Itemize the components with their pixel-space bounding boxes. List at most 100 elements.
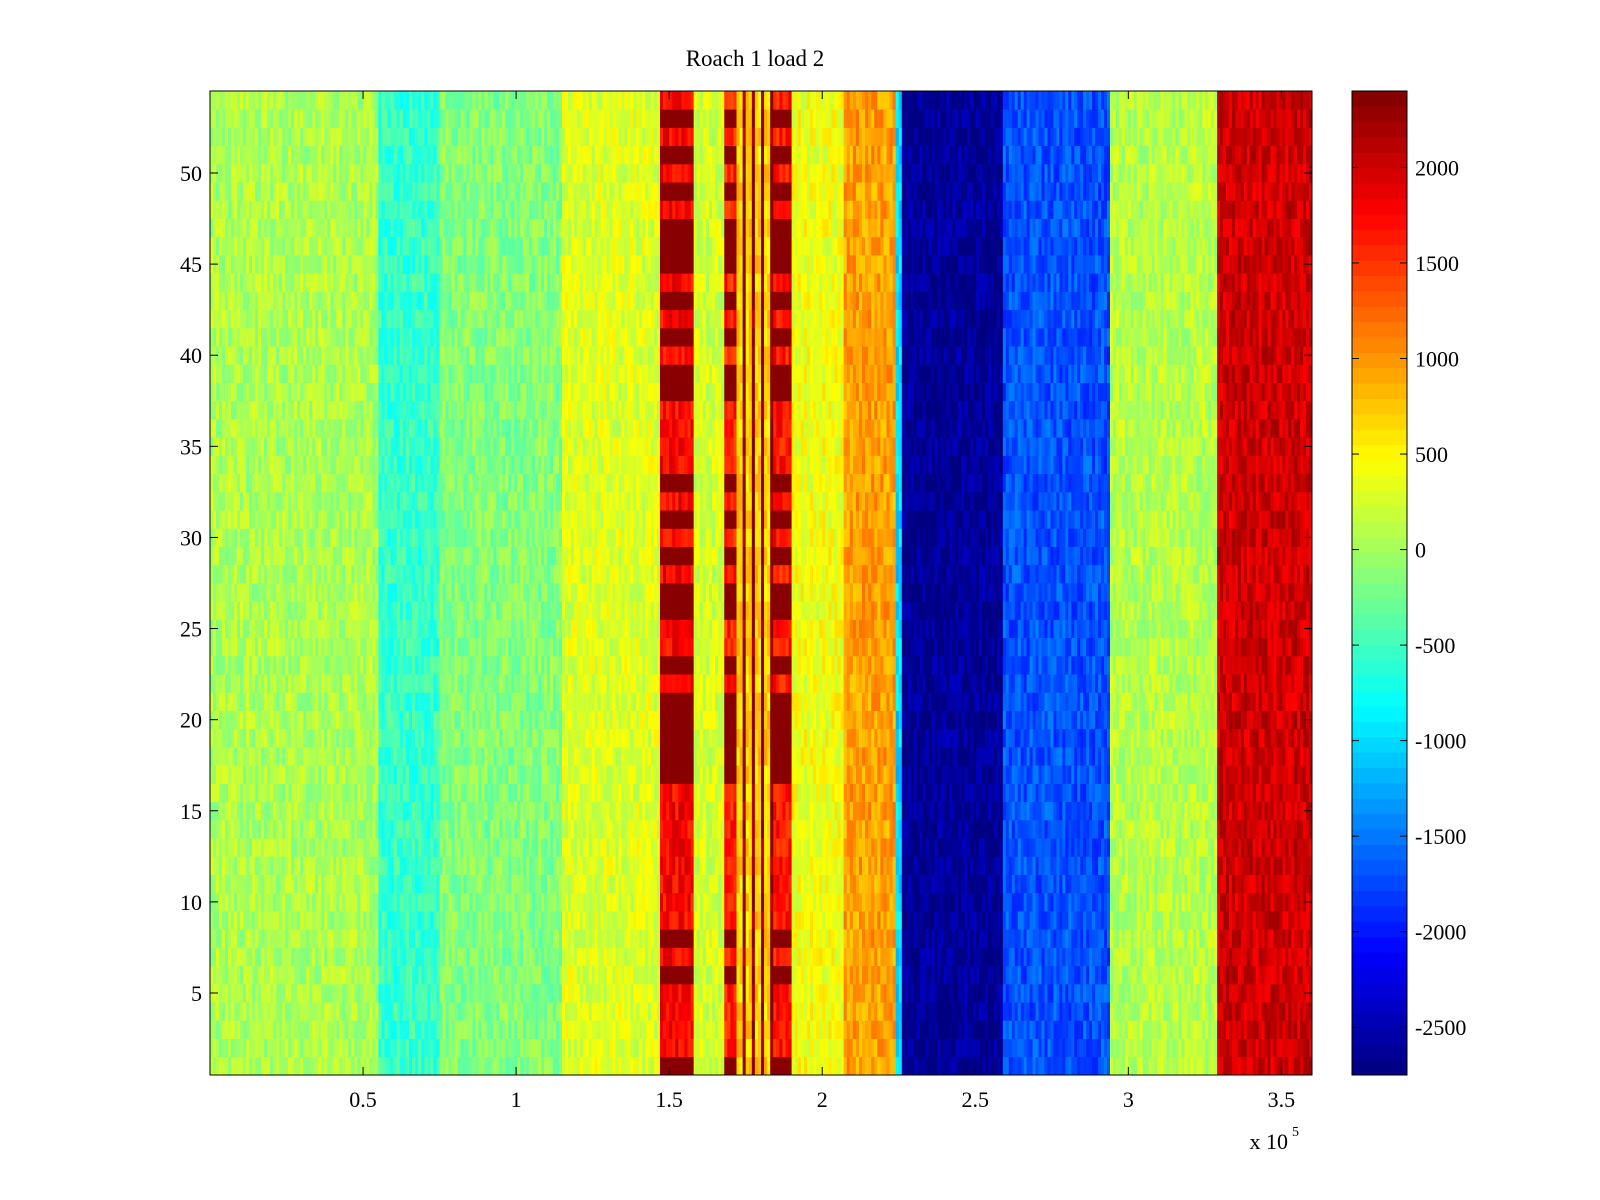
heatmap-cell xyxy=(288,182,291,201)
heatmap-cell xyxy=(381,510,384,529)
heatmap-cell xyxy=(384,401,387,420)
heatmap-cell xyxy=(351,619,354,638)
heatmap-cell xyxy=(514,856,517,875)
heatmap-cell xyxy=(285,838,288,857)
heatmap-cell xyxy=(452,674,455,693)
heatmap-cell xyxy=(406,1057,409,1076)
heatmap-cell xyxy=(443,674,446,693)
heatmap-cell xyxy=(294,747,297,766)
heatmap-cell xyxy=(315,419,318,438)
heatmap-cell xyxy=(391,237,394,256)
heatmap-cell xyxy=(255,455,258,474)
heatmap-cell xyxy=(258,364,261,383)
heatmap-cell xyxy=(375,182,378,201)
heatmap-cell xyxy=(294,838,297,857)
heatmap-cell xyxy=(559,747,562,766)
heatmap-cell xyxy=(231,692,234,711)
heatmap-cell xyxy=(478,729,481,748)
heatmap-cell xyxy=(455,783,458,802)
heatmap-cell xyxy=(469,1039,472,1058)
heatmap-cell xyxy=(252,893,255,912)
heatmap-cell xyxy=(342,346,345,365)
heatmap-cell xyxy=(351,146,354,165)
heatmap-cell xyxy=(475,711,478,730)
heatmap-cell xyxy=(437,911,440,930)
heatmap-cell xyxy=(403,164,406,183)
heatmap-cell xyxy=(544,984,547,1003)
heatmap-cell xyxy=(375,255,378,274)
heatmap-cell xyxy=(315,674,318,693)
heatmap-cell xyxy=(330,638,333,657)
heatmap-cell xyxy=(366,437,369,456)
heatmap-cell xyxy=(240,601,243,620)
heatmap-cell xyxy=(342,237,345,256)
heatmap-cell xyxy=(297,273,300,292)
heatmap-cell xyxy=(327,947,330,966)
heatmap-cell xyxy=(437,109,440,128)
heatmap-cell xyxy=(309,437,312,456)
heatmap-cell xyxy=(240,364,243,383)
heatmap-cell xyxy=(282,127,285,146)
heatmap-cell xyxy=(553,893,556,912)
heatmap-cell xyxy=(345,984,348,1003)
heatmap-cell xyxy=(327,273,330,292)
heatmap-cell xyxy=(282,656,285,675)
heatmap-cell xyxy=(273,1057,276,1076)
heatmap-cell xyxy=(378,273,381,292)
heatmap-cell xyxy=(345,146,348,165)
heatmap-cell xyxy=(469,1020,472,1039)
heatmap-cell xyxy=(342,255,345,274)
heatmap-cell xyxy=(446,838,449,857)
heatmap-cell xyxy=(400,437,403,456)
heatmap-cell xyxy=(264,364,267,383)
heatmap-cell xyxy=(219,802,222,821)
heatmap-cell xyxy=(466,802,469,821)
heatmap-cell xyxy=(421,182,424,201)
heatmap-cell xyxy=(309,310,312,329)
heatmap-cell xyxy=(249,255,252,274)
heatmap-cell xyxy=(493,838,496,857)
heatmap-cell xyxy=(309,474,312,493)
heatmap-cell xyxy=(378,528,381,547)
heatmap-cell xyxy=(397,364,400,383)
heatmap-cell xyxy=(366,820,369,839)
heatmap-cell xyxy=(324,364,327,383)
heatmap-cell xyxy=(273,1039,276,1058)
heatmap-cell xyxy=(246,237,249,256)
heatmap-cell xyxy=(403,765,406,784)
heatmap-cell xyxy=(409,492,412,511)
heatmap-cell xyxy=(430,419,433,438)
heatmap-cell xyxy=(523,947,526,966)
heatmap-cell xyxy=(366,455,369,474)
heatmap-cell xyxy=(291,146,294,165)
heatmap-cell xyxy=(282,1002,285,1021)
heatmap-cell xyxy=(333,601,336,620)
heatmap-cell xyxy=(267,146,270,165)
heatmap-cell xyxy=(427,656,430,675)
heatmap-cell xyxy=(225,1002,228,1021)
heatmap-cell xyxy=(460,911,463,930)
heatmap-cell xyxy=(348,528,351,547)
heatmap-cell xyxy=(276,219,279,238)
heatmap-cell xyxy=(342,674,345,693)
heatmap-cell xyxy=(222,109,225,128)
heatmap-cell xyxy=(309,656,312,675)
heatmap-cell xyxy=(324,164,327,183)
heatmap-cell xyxy=(369,474,372,493)
heatmap-cell xyxy=(330,419,333,438)
heatmap-cell xyxy=(246,419,249,438)
heatmap-cell xyxy=(366,182,369,201)
heatmap-cell xyxy=(222,893,225,912)
heatmap-cell xyxy=(529,1039,532,1058)
heatmap-cell xyxy=(505,929,508,948)
heatmap-cell xyxy=(210,1039,213,1058)
heatmap-cell xyxy=(231,875,234,894)
heatmap-cell xyxy=(391,565,394,584)
heatmap-cell xyxy=(421,127,424,146)
heatmap-cell xyxy=(291,273,294,292)
heatmap-cell xyxy=(559,820,562,839)
heatmap-cell xyxy=(378,127,381,146)
heatmap-cell xyxy=(443,802,446,821)
heatmap-cell xyxy=(216,674,219,693)
heatmap-cell xyxy=(258,765,261,784)
